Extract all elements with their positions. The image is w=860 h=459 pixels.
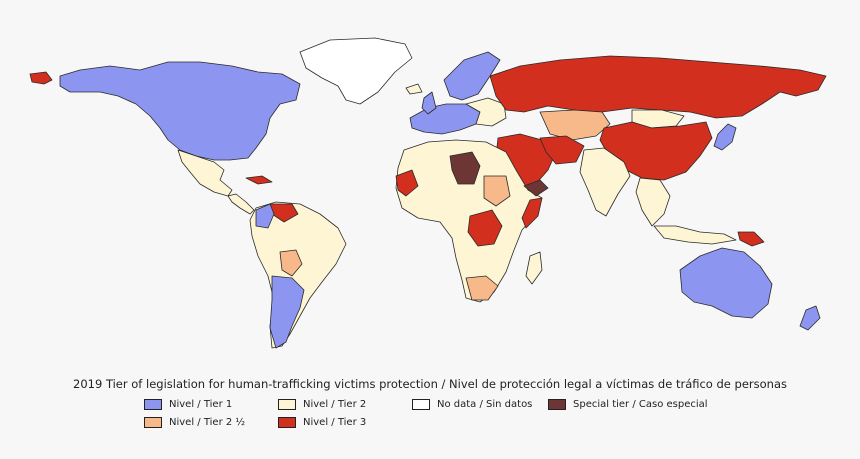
legend-item-tier2-5: Nivel / Tier 2 ½ (144, 417, 245, 428)
region-horn-special (523, 179, 549, 197)
region-central-asia (539, 109, 611, 141)
region-uk (421, 91, 437, 115)
legend-swatch-tier1 (144, 399, 162, 410)
region-india (579, 147, 631, 217)
region-southern-cone (269, 275, 305, 349)
region-sudan (483, 175, 511, 207)
legend-item-nodata: No data / Sin datos (412, 399, 532, 410)
region-japan (713, 123, 737, 151)
region-europe-east (465, 97, 507, 127)
legend-item-tier3: Nivel / Tier 3 (278, 417, 366, 428)
region-europe-west (409, 103, 481, 135)
region-drc (467, 209, 503, 247)
region-bolivia (279, 249, 303, 277)
legend-swatch-tier2 (278, 399, 296, 410)
region-alaska (29, 71, 53, 85)
map-caption: 2019 Tier of legislation for human-traff… (73, 377, 787, 391)
legend-item-tier2: Nivel / Tier 2 (278, 399, 366, 410)
region-southeast-asia (635, 177, 671, 227)
world-map (29, 37, 827, 349)
region-madagascar (525, 251, 543, 285)
legend-label-nodata: No data / Sin datos (437, 399, 533, 410)
region-somalia (521, 197, 543, 229)
legend-swatch-special (548, 399, 566, 410)
region-north-america (59, 61, 301, 161)
region-cuba (245, 175, 273, 185)
region-mexico (177, 149, 233, 197)
region-greenland (299, 37, 413, 105)
legend-label-special: Special tier / Caso especial (573, 399, 708, 410)
legend-label-tier1: Nivel / Tier 1 (169, 399, 233, 410)
legend-item-tier1: Nivel / Tier 1 (144, 399, 232, 410)
region-russia (489, 55, 827, 119)
region-australia (679, 247, 773, 319)
legend-label-tier2-5: Nivel / Tier 2 ½ (169, 417, 246, 428)
region-libya (449, 151, 481, 185)
region-new-zealand (799, 305, 821, 331)
legend-label-tier3: Nivel / Tier 3 (303, 417, 367, 428)
region-southern-africa (465, 275, 499, 301)
legend-swatch-tier2-5 (144, 417, 162, 428)
legend-swatch-nodata (412, 399, 430, 410)
region-mauritania (395, 169, 419, 197)
legend: Nivel / Tier 1 Nivel / Tier 2 No data / … (144, 399, 784, 439)
legend-swatch-tier3 (278, 417, 296, 428)
region-central-america (227, 193, 255, 215)
legend-label-tier2: Nivel / Tier 2 (303, 399, 367, 410)
region-iceland (405, 83, 423, 95)
legend-item-special: Special tier / Caso especial (548, 399, 708, 410)
region-colombia (255, 203, 275, 229)
region-indonesia (653, 225, 737, 245)
region-png (737, 231, 765, 247)
region-iran (539, 135, 585, 165)
